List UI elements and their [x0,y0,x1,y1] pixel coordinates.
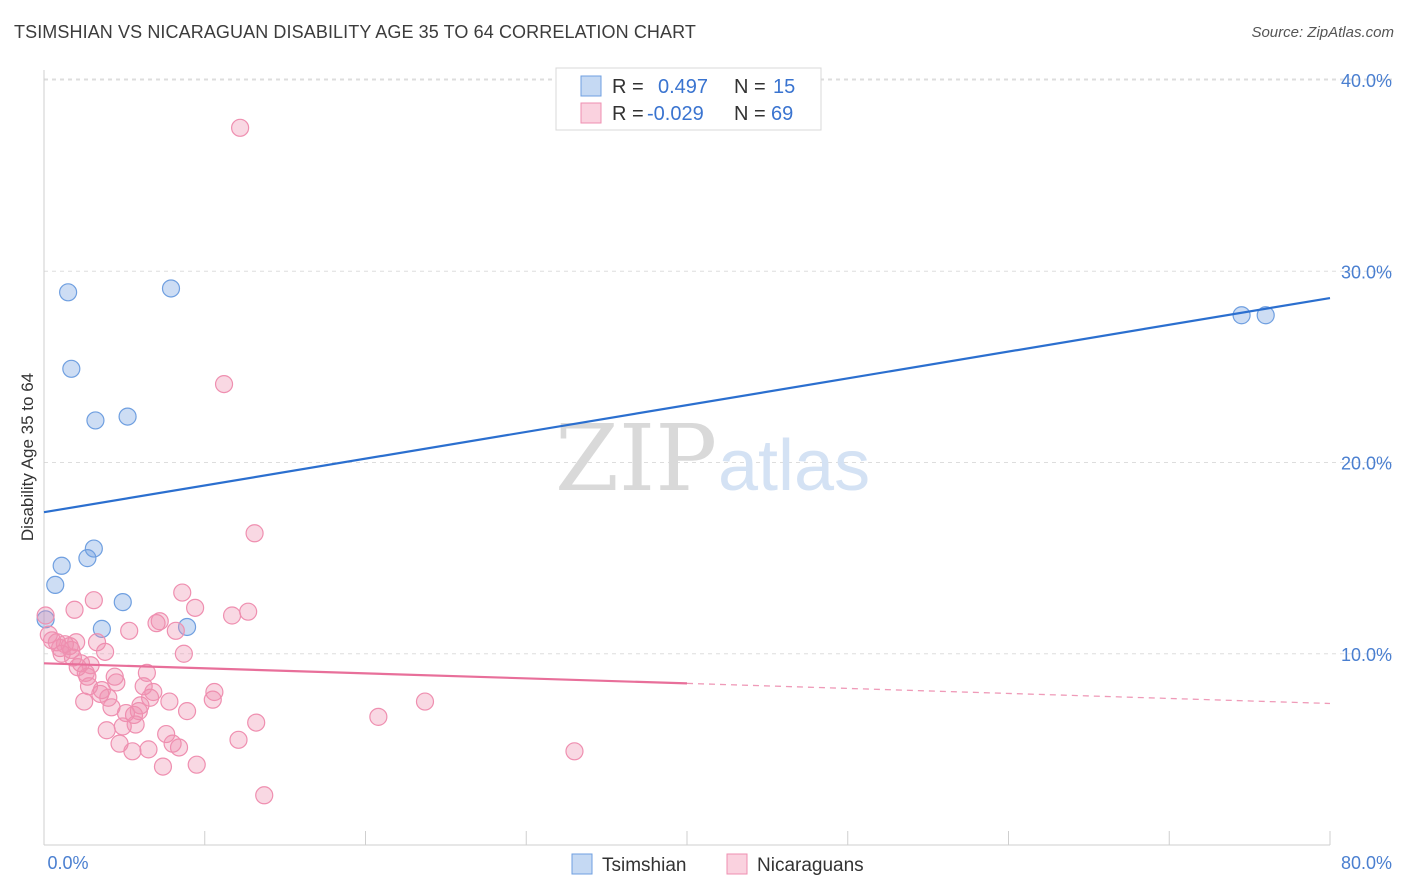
nicaraguan-point [95,642,115,661]
nicaraguan-point [107,673,126,692]
series-legend: Tsimshian Nicaraguans [571,853,864,876]
tsimshian-point [59,283,78,302]
legend-n-value-nicaraguan: 69 [771,103,793,125]
tsimshian-point [118,407,137,426]
nicaraguan-points [36,118,584,805]
nicaraguan-point [239,602,258,621]
tsimshian-point [62,359,81,378]
tsimshian-point [46,575,65,595]
nicaraguan-point [147,614,166,633]
nicaraguan-point [144,682,163,702]
nicaraguan-point [140,688,160,707]
nicaraguan-point [231,118,250,137]
nicaraguan-point [36,606,55,625]
x-tick-label-min: 0.0% [47,853,88,873]
watermark-atlas: atlas [718,426,870,506]
legend-r-label-tsimshian: R = [612,76,644,98]
nicaraguan-point [203,690,222,709]
nicaraguan-point [169,738,189,757]
tsimshian-point [161,279,181,298]
legend-r-label-nicaraguan: R = [612,103,644,125]
gridlines [44,78,1392,655]
y-axis-label: Disability Age 35 to 64 [18,373,37,541]
watermark: ZIP atlas [555,405,870,512]
nicaraguan-point [67,633,86,652]
tsimshian-trend-solid [43,296,1331,514]
chart-title: TSIMSHIAN VS NICARAGUAN DISABILITY AGE 3… [14,22,697,42]
nicaraguan-point [134,677,153,696]
nicaraguan-point [565,742,584,761]
tsimshian-point [92,619,111,638]
legend-n-label-nicaraguan: N = [734,103,766,125]
tsimshian-point [78,549,97,568]
nicaraguan-trend-dashed [686,682,1331,705]
tsimshian-legend-swatch [580,75,602,97]
nicaraguan-point [126,715,145,734]
nicaraguan-point [229,730,248,749]
y-tick-label: 40.0% [1341,71,1392,91]
nicaraguan-point [205,682,224,702]
nicaraguan-point [150,612,169,631]
nicaraguan-point [187,755,206,774]
x-ticks [43,831,1331,845]
nicaraguan-series-swatch [726,853,748,875]
nicaraguan-point [255,786,274,805]
nicaraguan-point [139,740,158,759]
nicaraguan-point [222,606,242,625]
tsimshian-point [177,617,197,637]
legend-n-value-tsimshian: 15 [773,76,795,98]
nicaraguan-point [245,524,264,543]
nicaraguan-point [186,598,205,617]
nicaraguan-point [120,621,139,640]
nicaraguan-point [369,707,388,726]
tsimshian-point [1256,306,1275,325]
nicaraguan-point [214,374,234,394]
nicaraguan-point [65,600,84,619]
nicaraguan-legend-swatch [580,102,602,124]
nicaraguan-point [137,663,156,682]
tsimshian-series-swatch [571,853,593,875]
tsimshian-point [86,411,105,430]
source-credit: Source: ZipAtlas.com [1251,24,1394,41]
nicaraguan-point [166,621,185,640]
nicaraguan-point [174,644,193,663]
tsimshian-point [52,556,71,575]
nicaraguan-point [153,757,173,776]
legend-r-value-nicaraguan: -0.029 [647,103,704,125]
nicaraguan-point [99,688,118,707]
nicaraguan-point [131,696,150,715]
nicaraguan-point [173,583,192,602]
nicaraguan-point [97,721,116,740]
tsimshian-point [1232,306,1251,325]
nicaraguan-series-label: Nicaraguans [757,855,864,876]
tsimshian-series-label: Tsimshian [602,855,686,876]
y-tick-label: 10.0% [1341,645,1392,665]
nicaraguan-point [177,702,197,721]
nicaraguan-point [75,692,94,711]
nicaraguan-point [415,692,435,711]
nicaraguan-point [157,724,176,744]
nicaraguan-point [247,713,266,732]
y-tick-label: 20.0% [1341,454,1392,474]
watermark-zip: ZIP [555,405,717,512]
nicaraguan-point [160,692,179,711]
trend-lines [43,296,1331,705]
y-tick-labels: 10.0% 20.0% 30.0% 40.0% [1341,71,1392,665]
legend-r-value-tsimshian: 0.497 [658,76,708,98]
y-tick-label: 30.0% [1341,262,1392,282]
nicaraguan-point [84,591,103,610]
tsimshian-point [113,593,132,612]
nicaraguan-trend-solid [43,662,688,685]
nicaraguan-point [123,742,142,761]
stats-legend: R = 0.497 N = 15 R = -0.029 N = 69 [555,67,822,131]
x-tick-label-max: 80.0% [1341,853,1392,873]
tsimshian-point [36,610,55,629]
legend-n-label-tsimshian: N = [734,76,766,98]
tsimshian-point [84,539,103,558]
